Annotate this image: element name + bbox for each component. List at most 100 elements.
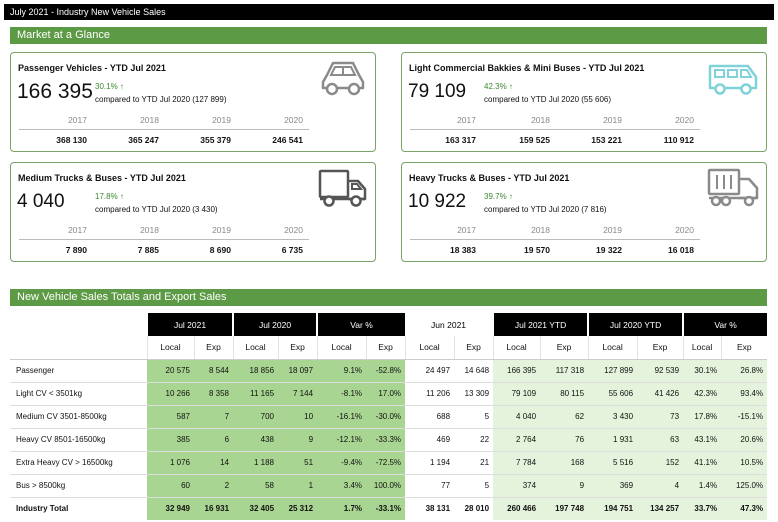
- table-cell: 166 395: [493, 359, 541, 383]
- table-cell: 9: [278, 428, 318, 452]
- year-label: 2020: [284, 115, 303, 125]
- column-header: Exp: [277, 336, 318, 360]
- table-cell: 30.1%: [683, 359, 722, 383]
- table-cell: 28 010: [454, 497, 494, 520]
- table-cell: 42.3%: [683, 382, 722, 406]
- table-cell: 17.8%: [683, 405, 722, 429]
- table-cell: 8 358: [194, 382, 234, 406]
- table-row: Heavy CV 8501-16500kg 385 6 438 9 -12.1% -33.3…: [10, 428, 768, 452]
- year-label: 2017: [457, 115, 476, 125]
- year-value: 163 317: [445, 135, 476, 145]
- table-cell: -33.3%: [366, 428, 406, 452]
- year-value: 365 247: [128, 135, 159, 145]
- table-cell: 5 516: [588, 451, 638, 475]
- table-cell: 17.0%: [366, 382, 406, 406]
- light-commercial-card: Light Commercial Bakkies & Mini Buses - …: [401, 52, 767, 152]
- year-value: 7 885: [137, 245, 159, 255]
- table-cell: 18 856: [233, 359, 279, 383]
- year-label: 2018: [531, 115, 550, 125]
- year-value: 368 130: [56, 135, 87, 145]
- year-label: 2020: [675, 225, 694, 235]
- table-cell: 60: [147, 474, 194, 498]
- table-cell: -8.1%: [317, 382, 367, 406]
- table-cell: -33.1%: [366, 497, 406, 520]
- table-cell: 438: [233, 428, 279, 452]
- table-cell: 92 539: [637, 359, 684, 383]
- table-cell: 134 257: [637, 497, 684, 520]
- medium-trucks-card: Medium Trucks & Buses - YTD Jul 2021 4 0…: [10, 162, 376, 262]
- row-label: Industry Total: [10, 497, 147, 520]
- year-value: 18 383: [450, 245, 476, 255]
- row-label: Bus > 8500kg: [10, 474, 147, 498]
- year-value: 19 570: [524, 245, 550, 255]
- sales-totals-header: New Vehicle Sales Totals and Export Sale…: [10, 289, 767, 306]
- table-cell: 4 040: [493, 405, 541, 429]
- ytd-value: 166 395: [17, 80, 93, 103]
- column-header: Local: [316, 336, 367, 360]
- table-row: Passenger 20 575 8 544 18 856 18 097 9.1% -52.…: [10, 359, 768, 383]
- year-value: 7 890: [65, 245, 87, 255]
- comparison-text: compared to YTD Jul 2020 (3 430): [95, 205, 218, 214]
- table-cell: 2: [194, 474, 234, 498]
- card-title: Light Commercial Bakkies & Mini Buses - …: [409, 63, 645, 73]
- table-cell: 374: [493, 474, 541, 498]
- year-value: 246 541: [272, 135, 303, 145]
- year-label: 2018: [140, 115, 159, 125]
- table-cell: 13 309: [454, 382, 494, 406]
- table-cell: 7: [194, 405, 234, 429]
- table-cell: 43.1%: [683, 428, 722, 452]
- table-cell: -9.4%: [317, 451, 367, 475]
- table-cell: 1.7%: [317, 497, 367, 520]
- table-cell: -16.1%: [317, 405, 367, 429]
- row-label: Heavy CV 8501-16500kg: [10, 428, 147, 452]
- table-cell: 41 426: [637, 382, 684, 406]
- growth-percent: 17.8% ↑: [95, 192, 124, 201]
- column-header: Exp: [636, 336, 684, 360]
- table-cell: 24 497: [405, 359, 455, 383]
- column-header: Local: [232, 336, 279, 360]
- year-label: 2019: [212, 115, 231, 125]
- table-cell: 79 109: [493, 382, 541, 406]
- table-cell: 14 648: [454, 359, 494, 383]
- table-cell: 26.8%: [721, 359, 768, 383]
- table-cell: 73: [637, 405, 684, 429]
- comparison-text: compared to YTD Jul 2020 (7 816): [484, 205, 607, 214]
- table-cell: 688: [405, 405, 455, 429]
- column-header: Exp: [193, 336, 234, 360]
- year-value: 159 525: [519, 135, 550, 145]
- group-header: Jul 2020: [232, 313, 318, 336]
- table-cell: 194 751: [588, 497, 638, 520]
- table-cell: 22: [454, 428, 494, 452]
- table-cell: 2 764: [493, 428, 541, 452]
- table-cell: 8 544: [194, 359, 234, 383]
- table-cell: 63: [637, 428, 684, 452]
- car-icon: [321, 61, 365, 96]
- table-cell: 47.3%: [721, 497, 768, 520]
- year-value: 110 912: [663, 135, 694, 145]
- heavy-trucks-card: Heavy Trucks & Buses - YTD Jul 2021 10 9…: [401, 162, 767, 262]
- table-cell: 16 931: [194, 497, 234, 520]
- table-row: Bus > 8500kg 60 2 58 1 3.4% 100.0% 77 5 374 9 369 4 1…: [10, 474, 768, 498]
- column-header: Local: [146, 336, 194, 360]
- table-cell: 11 165: [233, 382, 279, 406]
- market-at-a-glance-header: Market at a Glance: [10, 27, 767, 44]
- table-cell: 3 430: [588, 405, 638, 429]
- table-cell: 197 748: [540, 497, 589, 520]
- ytd-value: 4 040: [17, 191, 65, 212]
- divider: [410, 239, 700, 240]
- table-cell: 32 949: [147, 497, 194, 520]
- table-cell: 9.1%: [317, 359, 367, 383]
- table-cell: 51: [278, 451, 318, 475]
- year-value: 6 735: [281, 245, 303, 255]
- table-cell: 25 312: [278, 497, 318, 520]
- table-cell: 14: [194, 451, 234, 475]
- group-header: Jul 2021: [145, 313, 234, 336]
- card-title: Medium Trucks & Buses - YTD Jul 2021: [18, 173, 186, 183]
- empty-header: [10, 313, 147, 336]
- minibus-icon: [708, 64, 758, 95]
- sales-table-body: Passenger 20 575 8 544 18 856 18 097 9.1% -52.…: [10, 359, 768, 520]
- year-label: 2019: [212, 225, 231, 235]
- heavy-truck-icon: [707, 168, 759, 207]
- table-cell: 9: [540, 474, 589, 498]
- group-header: Var %: [682, 313, 768, 336]
